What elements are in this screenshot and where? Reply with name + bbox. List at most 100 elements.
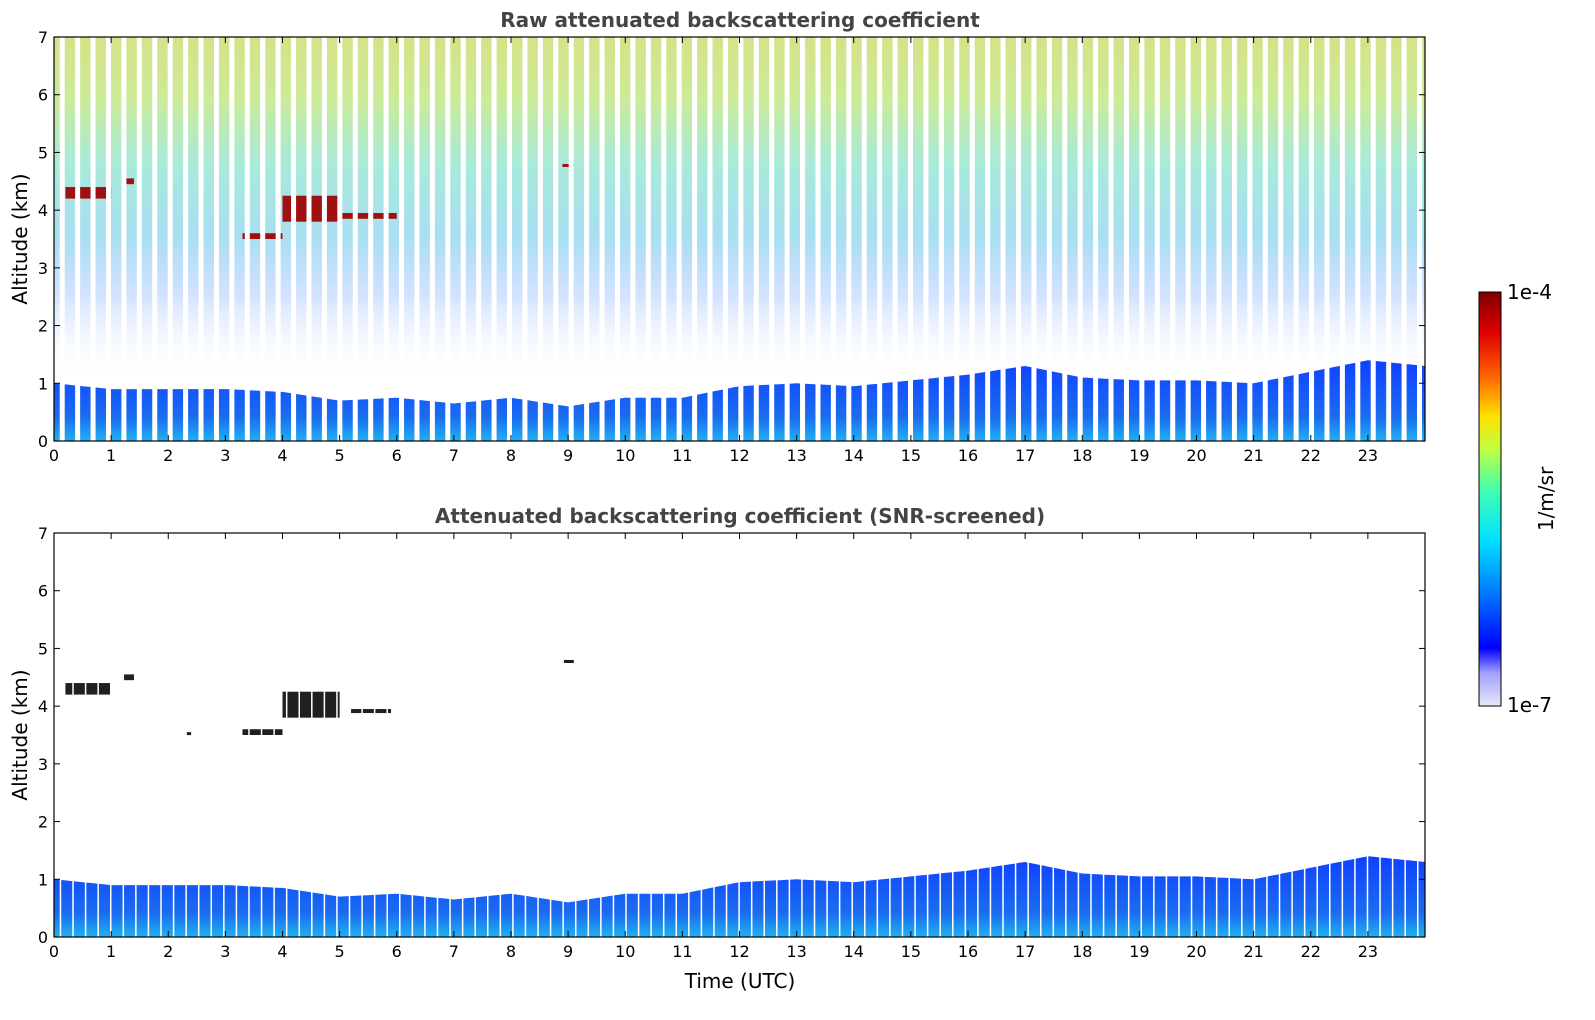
data-gap — [939, 533, 941, 937]
data-gap — [1324, 37, 1330, 441]
data-gap — [1366, 533, 1369, 937]
data-gap — [815, 37, 821, 441]
x-tick-label: 13 — [786, 446, 806, 465]
x-tick-label: 21 — [1243, 446, 1263, 465]
data-gap — [1203, 533, 1205, 937]
data-gap — [1140, 533, 1143, 937]
data-gap — [788, 533, 791, 937]
data-gap — [1401, 37, 1407, 441]
data-gap — [676, 37, 682, 441]
data-gap — [1303, 533, 1306, 937]
data-gap — [574, 533, 577, 937]
data-gap — [1278, 37, 1284, 441]
data-gap — [285, 533, 288, 937]
data-gap — [1215, 533, 1218, 937]
x-tick-label: 8 — [506, 446, 516, 465]
data-gap — [989, 533, 992, 937]
data-gap — [1139, 37, 1145, 441]
x-tick-label: 6 — [392, 446, 402, 465]
colorbar-gradient — [1478, 291, 1502, 707]
data-gap — [599, 37, 605, 441]
data-gap — [135, 533, 137, 937]
plot-frame — [53, 532, 1426, 938]
data-gap — [368, 37, 374, 441]
data-gap — [707, 37, 713, 441]
data-gap — [311, 533, 313, 937]
x-tick-label: 1 — [106, 942, 116, 961]
data-gap — [662, 533, 665, 937]
data-gap — [136, 37, 142, 441]
data-gap — [336, 533, 338, 937]
data-gap — [537, 37, 543, 441]
data-gap — [1014, 533, 1017, 937]
data-gap — [722, 37, 728, 441]
data-gap — [298, 533, 300, 937]
data-gap — [914, 533, 916, 937]
data-gap — [476, 37, 482, 441]
data-gap — [861, 37, 867, 441]
y-tick-label: 0 — [38, 432, 48, 451]
data-gap — [90, 37, 96, 441]
data-gap — [152, 37, 158, 441]
data-gap — [1370, 37, 1376, 441]
data-gap — [876, 533, 879, 937]
colorbar-max-label: 1e-4 — [1507, 280, 1552, 304]
data-gap — [507, 37, 513, 441]
data-gap — [838, 533, 841, 937]
data-gap — [700, 533, 703, 937]
data-gap — [630, 37, 636, 441]
data-gap — [952, 533, 954, 937]
data-gap — [275, 37, 281, 441]
x-tick-label: 19 — [1129, 446, 1149, 465]
y-tick-label: 5 — [38, 639, 48, 658]
data-gap — [813, 533, 816, 937]
data-gap — [487, 533, 489, 937]
data-gap — [985, 37, 991, 441]
data-gap — [223, 533, 225, 937]
x-tick-label: 7 — [449, 446, 459, 465]
data-gap — [938, 37, 944, 441]
plot-frame — [53, 36, 1426, 442]
data-gap — [1031, 37, 1037, 441]
data-gap — [352, 37, 358, 441]
data-gap — [769, 37, 775, 441]
data-gap — [1339, 37, 1345, 441]
x-tick-label: 21 — [1243, 942, 1263, 961]
data-gap — [235, 533, 238, 937]
x-tick-label: 16 — [958, 446, 978, 465]
data-gap — [1190, 533, 1193, 937]
snr-screened-panel: Attenuated backscattering coefficient (S… — [8, 504, 1426, 993]
data-gap — [348, 533, 351, 937]
data-gap — [1329, 533, 1331, 937]
x-tick-label: 15 — [901, 942, 921, 961]
data-gap — [923, 37, 929, 441]
data-gap — [323, 533, 326, 937]
x-tick-label: 2 — [163, 942, 173, 961]
data-gap — [625, 533, 627, 937]
axis-ticks: 0 1 2 3 4 5 6 7 8 9 10 11 12 13 14 15 16 17 18 19 20 21 22 2301… — [38, 524, 1425, 961]
data-gap — [213, 37, 219, 441]
data-gap — [105, 37, 111, 441]
x-tick-label: 18 — [1072, 446, 1092, 465]
data-gap — [248, 533, 250, 937]
axis-ticks: 0 1 2 3 4 5 6 7 8 9 10 11 12 13 14 15 16 17 18 19 20 21 22 2301… — [38, 28, 1425, 465]
data-gap — [1002, 533, 1004, 937]
cloud-layer — [242, 729, 283, 735]
data-gap — [399, 533, 401, 937]
data-gap — [445, 37, 451, 441]
y-tick-label: 4 — [38, 201, 48, 220]
x-tick-label: 6 — [392, 942, 402, 961]
y-tick-label: 0 — [38, 928, 48, 947]
data-gap — [562, 533, 564, 937]
data-gap — [1123, 37, 1129, 441]
y-tick-label: 7 — [38, 524, 48, 543]
x-tick-label: 15 — [901, 446, 921, 465]
data-gap — [1046, 37, 1052, 441]
panel-title: Attenuated backscattering coefficient (S… — [435, 504, 1045, 528]
data-gap — [584, 37, 590, 441]
data-gap — [1216, 37, 1222, 441]
data-gap — [59, 37, 65, 441]
data-gap — [1354, 533, 1356, 937]
x-tick-label: 22 — [1301, 942, 1321, 961]
